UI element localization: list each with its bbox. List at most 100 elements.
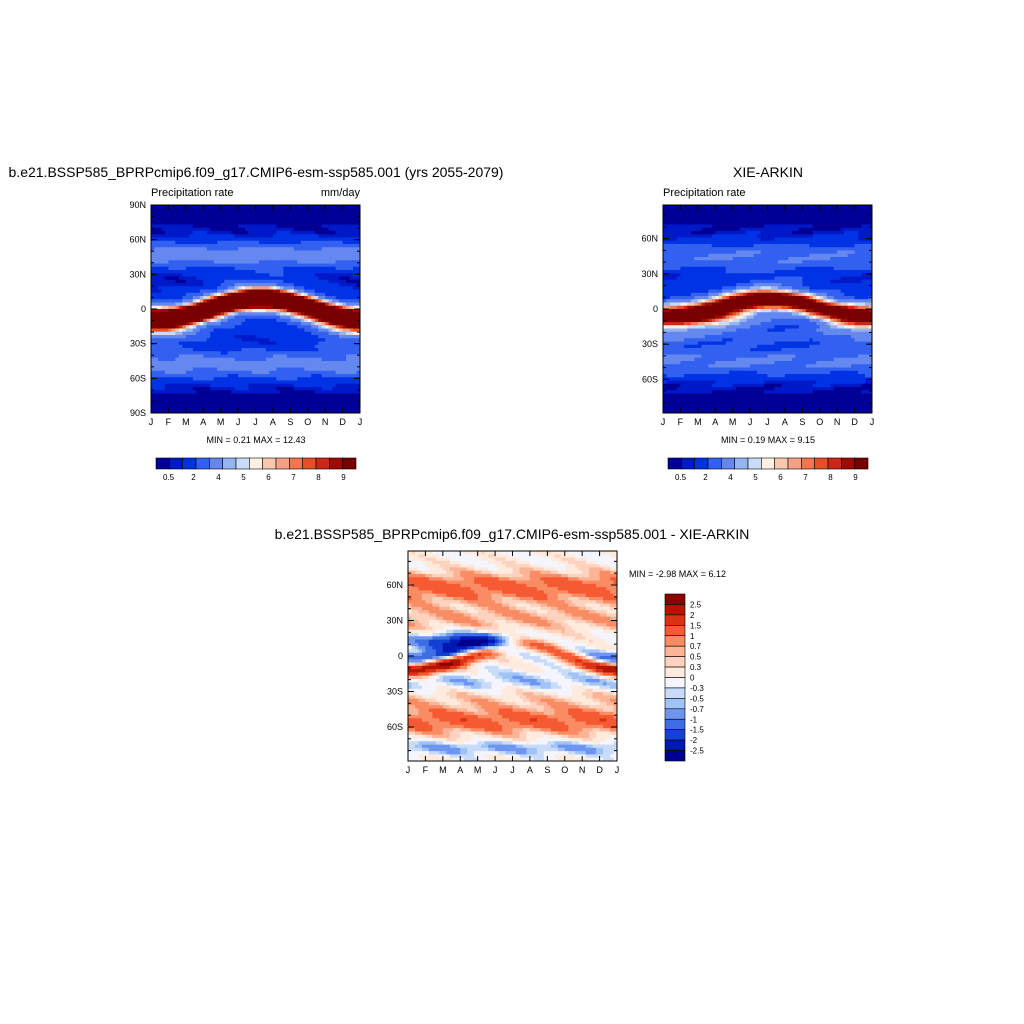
heatmap-cell: [805, 208, 810, 212]
heatmap-cell: [837, 240, 841, 245]
heatmap-cell: [272, 286, 277, 290]
heatmap-cell: [245, 276, 249, 281]
heatmap-cell: [290, 247, 295, 251]
heatmap-cell: [781, 244, 786, 248]
heatmap-cell: [332, 296, 336, 300]
heatmap-cell: [199, 231, 204, 235]
heatmap-cell: [238, 393, 242, 398]
heatmap-cell: [245, 344, 249, 349]
heatmap-cell: [265, 299, 270, 303]
heatmap-cell: [217, 406, 222, 411]
heatmap-cell: [154, 325, 159, 329]
heatmap-cell: [178, 370, 183, 375]
heatmap-cell: [210, 286, 215, 290]
heatmap-cell: [206, 387, 211, 391]
heatmap-cell: [304, 250, 309, 255]
heatmap-cell: [182, 322, 187, 326]
heatmap-cell: [203, 240, 208, 245]
heatmap-cell: [307, 374, 312, 378]
heatmap-cell: [300, 361, 305, 365]
heatmap-cell: [217, 276, 222, 281]
heatmap-cell: [217, 367, 222, 372]
heatmap-cell: [805, 218, 810, 222]
heatmap-cell: [663, 218, 667, 222]
heatmap-cell: [199, 335, 204, 339]
heatmap-cell: [238, 380, 242, 385]
heatmap-cell: [304, 231, 309, 235]
heatmap-cell: [812, 227, 817, 232]
heatmap-cell: [164, 351, 169, 355]
heatmap-cell: [760, 224, 765, 229]
heatmap-cell: [335, 309, 340, 313]
heatmap-cell: [701, 231, 706, 235]
heatmap-cell: [332, 331, 336, 336]
heatmap-cell: [307, 218, 312, 222]
heatmap-cell: [189, 263, 194, 268]
heatmap-cell: [192, 205, 197, 209]
heatmap-cell: [339, 214, 343, 219]
heatmap-cell: [290, 211, 295, 216]
heatmap-cell: [321, 270, 326, 274]
heatmap-cell: [318, 305, 323, 310]
heatmap-cell: [164, 335, 169, 339]
heatmap-cell: [300, 393, 305, 398]
heatmap-cell: [182, 380, 187, 385]
heatmap-cell: [241, 214, 246, 219]
heatmap-cell: [203, 279, 208, 284]
heatmap-cell: [816, 211, 821, 216]
heatmap-cell: [199, 270, 204, 274]
heatmap-cell: [283, 331, 288, 336]
heatmap-cell: [157, 260, 162, 264]
heatmap-cell: [335, 393, 340, 398]
heatmap-cell: [231, 224, 235, 229]
heatmap-cell: [318, 270, 323, 274]
heatmap-cell: [346, 406, 350, 411]
heatmap-cell: [283, 315, 288, 320]
heatmap-cell: [220, 240, 225, 245]
heatmap-cell: [669, 224, 674, 229]
heatmap-cell: [241, 406, 246, 411]
heatmap-cell: [826, 237, 831, 242]
heatmap-cell: [178, 367, 183, 372]
heatmap-cell: [175, 396, 180, 401]
heatmap-cell: [300, 364, 305, 368]
heatmap-cell: [293, 341, 298, 346]
heatmap-cell: [342, 341, 347, 346]
heatmap-cell: [833, 247, 838, 251]
heatmap-cell: [238, 218, 242, 222]
heatmap-cell: [353, 214, 357, 219]
heatmap-cell: [255, 309, 260, 313]
heatmap-cell: [283, 351, 288, 355]
heatmap-cell: [262, 250, 267, 255]
heatmap-cell: [346, 328, 350, 333]
heatmap-cell: [189, 231, 194, 235]
heatmap-cell: [248, 380, 253, 385]
heatmap-cell: [286, 393, 291, 398]
heatmap-cell: [725, 227, 730, 232]
heatmap-cell: [248, 305, 253, 310]
heatmap-cell: [210, 344, 215, 349]
heatmap-cell: [157, 273, 162, 277]
heatmap-cell: [157, 289, 162, 294]
heatmap-cell: [224, 227, 228, 232]
heatmap-cell: [192, 374, 197, 378]
heatmap-cell: [304, 325, 309, 329]
heatmap-cell: [248, 257, 253, 261]
heatmap-cell: [210, 390, 215, 394]
heatmap-cell: [753, 257, 758, 261]
heatmap-cell: [151, 247, 155, 251]
heatmap-cell: [241, 331, 246, 336]
heatmap-cell: [213, 364, 218, 368]
heatmap-cell: [185, 364, 190, 368]
heatmap-cell: [276, 406, 281, 411]
heatmap-cell: [739, 240, 744, 245]
heatmap-cell: [262, 240, 267, 245]
heatmap-cell: [168, 341, 173, 346]
heatmap-cell: [164, 354, 169, 359]
heatmap-cell: [161, 266, 166, 271]
heatmap-cell: [255, 208, 260, 212]
heatmap-cell: [276, 367, 281, 372]
heatmap-cell: [196, 361, 201, 365]
heatmap-cell: [151, 227, 155, 232]
heatmap-cell: [182, 348, 187, 352]
